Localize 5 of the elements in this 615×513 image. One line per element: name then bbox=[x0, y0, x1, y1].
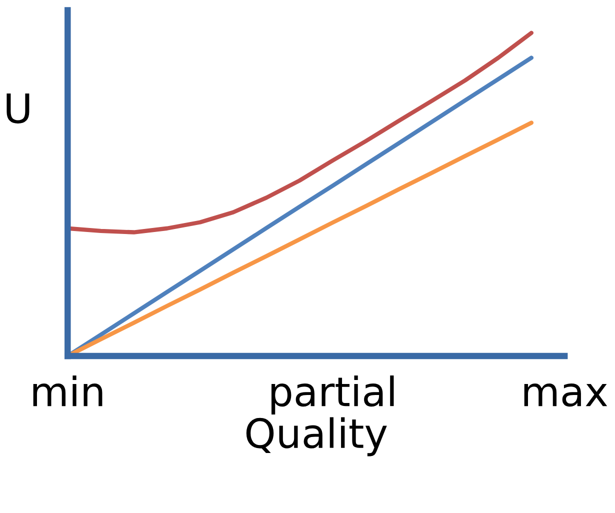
x-tick-label: max bbox=[524, 384, 608, 407]
y-axis-title: U bbox=[6, 94, 30, 124]
x-axis-title: Quality bbox=[246, 417, 387, 456]
x-tick-label: min bbox=[33, 375, 102, 406]
x-tick-label: partial bbox=[272, 375, 394, 414]
